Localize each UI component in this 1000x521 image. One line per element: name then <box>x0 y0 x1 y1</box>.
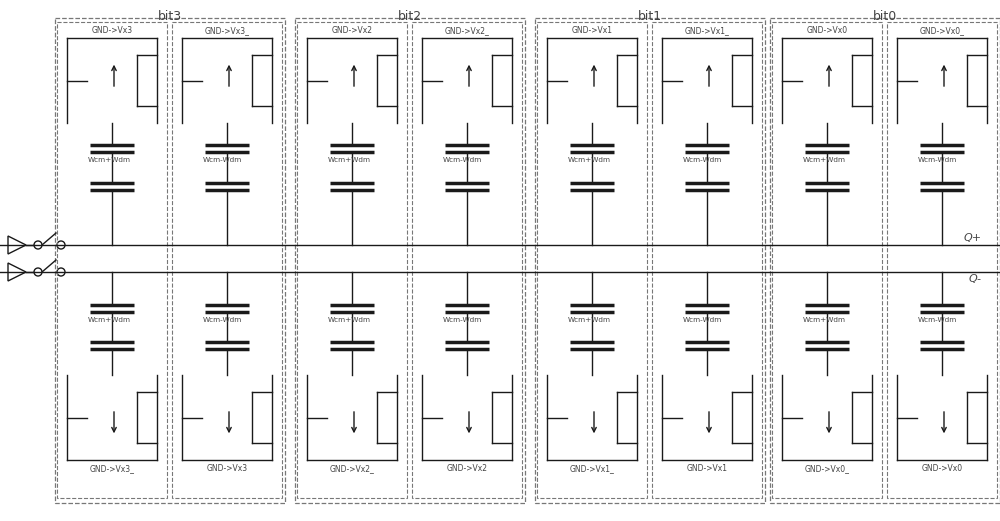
Bar <box>770 18 1000 503</box>
Text: bit0: bit0 <box>873 10 897 23</box>
Text: GND->Vx0_: GND->Vx0_ <box>920 26 964 35</box>
Text: Wcm+Wdm: Wcm+Wdm <box>328 157 371 164</box>
Text: Wcm+Wdm: Wcm+Wdm <box>568 157 611 164</box>
Text: Wcm+Wdm: Wcm+Wdm <box>88 317 131 324</box>
Text: GND->Vx0: GND->Vx0 <box>806 26 848 35</box>
Bar <box>55 18 285 503</box>
Text: GND->Vx3_: GND->Vx3_ <box>205 26 250 35</box>
Text: GND->Vx0: GND->Vx0 <box>921 464 963 473</box>
Bar <box>295 18 525 503</box>
Bar <box>535 18 765 503</box>
Text: GND->Vx0_: GND->Vx0_ <box>804 464 850 473</box>
Text: Wcm-Wdm: Wcm-Wdm <box>203 157 242 164</box>
Text: GND->Vx2_: GND->Vx2_ <box>330 464 374 473</box>
Text: Q-: Q- <box>969 274 982 284</box>
Bar <box>772 22 882 498</box>
Text: GND->Vx2_: GND->Vx2_ <box>445 26 489 35</box>
Text: GND->Vx1: GND->Vx1 <box>686 464 728 473</box>
Text: Wcm-Wdm: Wcm-Wdm <box>443 157 482 164</box>
Text: GND->Vx1_: GND->Vx1_ <box>685 26 729 35</box>
Text: Wcm+Wdm: Wcm+Wdm <box>803 157 846 164</box>
Text: bit3: bit3 <box>158 10 182 23</box>
Text: GND->Vx2: GND->Vx2 <box>446 464 488 473</box>
Text: GND->Vx1_: GND->Vx1_ <box>570 464 614 473</box>
Bar <box>652 22 762 498</box>
Text: bit2: bit2 <box>398 10 422 23</box>
Text: Q+: Q+ <box>964 233 982 243</box>
Text: Wcm+Wdm: Wcm+Wdm <box>803 317 846 324</box>
Bar <box>297 22 407 498</box>
Text: Wcm-Wdm: Wcm-Wdm <box>683 317 722 324</box>
Bar <box>412 22 522 498</box>
Text: GND->Vx3_: GND->Vx3_ <box>90 464 134 473</box>
Text: bit1: bit1 <box>638 10 662 23</box>
Bar <box>57 22 167 498</box>
Text: GND->Vx1: GND->Vx1 <box>572 26 612 35</box>
Text: Wcm-Wdm: Wcm-Wdm <box>683 157 722 164</box>
Text: Wcm+Wdm: Wcm+Wdm <box>88 157 131 164</box>
Text: GND->Vx3: GND->Vx3 <box>206 464 248 473</box>
Text: Wcm-Wdm: Wcm-Wdm <box>918 157 957 164</box>
Text: Wcm-Wdm: Wcm-Wdm <box>203 317 242 324</box>
Bar <box>172 22 282 498</box>
Bar <box>537 22 647 498</box>
Text: Wcm-Wdm: Wcm-Wdm <box>443 317 482 324</box>
Text: GND->Vx2: GND->Vx2 <box>332 26 372 35</box>
Text: GND->Vx3: GND->Vx3 <box>91 26 133 35</box>
Bar <box>887 22 997 498</box>
Text: Wcm+Wdm: Wcm+Wdm <box>328 317 371 324</box>
Text: Wcm-Wdm: Wcm-Wdm <box>918 317 957 324</box>
Text: Wcm+Wdm: Wcm+Wdm <box>568 317 611 324</box>
